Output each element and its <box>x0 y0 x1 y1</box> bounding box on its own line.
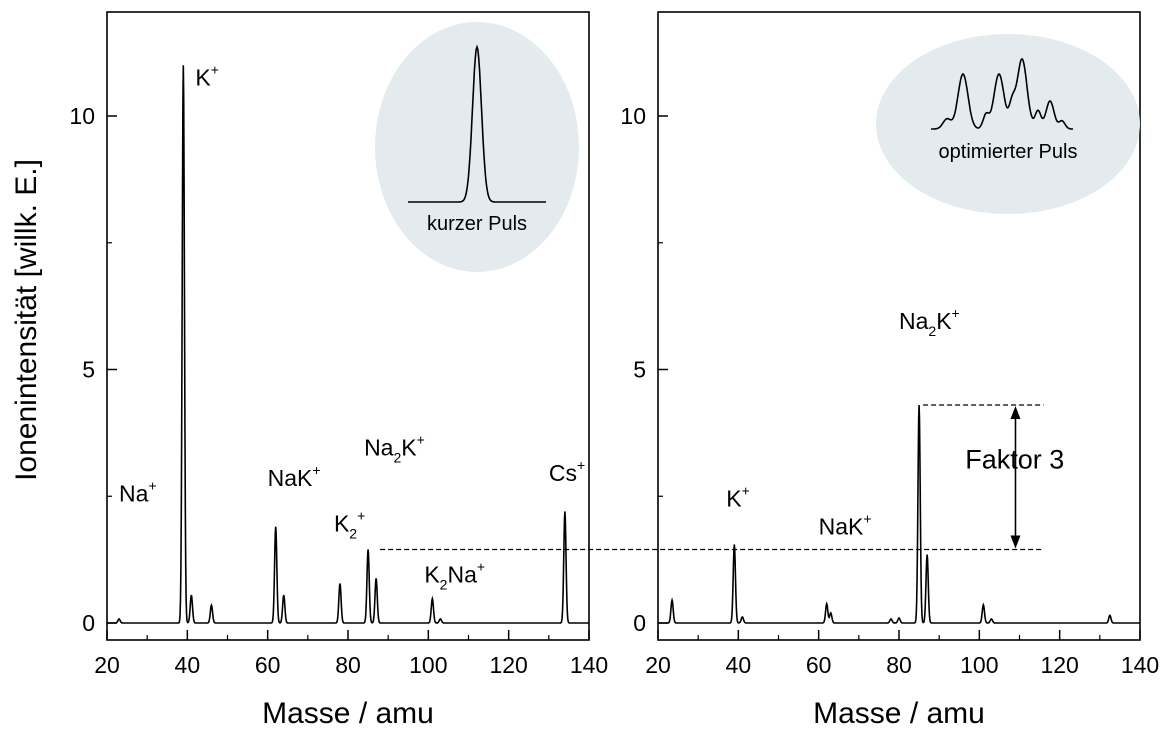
x-axis-title: Masse / amu <box>813 697 985 730</box>
x-tick-label: 120 <box>489 652 527 678</box>
pulse-inset: optimierter Puls <box>876 34 1140 214</box>
y-tick-label: 0 <box>82 610 95 636</box>
x-tick-label: 140 <box>1121 652 1159 678</box>
peak-label: NaK+ <box>819 510 872 539</box>
x-tick-label: 80 <box>886 652 912 678</box>
peak-label: K+ <box>726 482 750 511</box>
y-tick-label: 10 <box>620 103 646 129</box>
panel-left: 20 40 60 80 100 120 140 0 5 10 Masse / amu Na+ K+ NaK… <box>69 11 608 730</box>
x-tick-label: 20 <box>94 652 120 678</box>
spectrum-trace <box>658 404 1140 624</box>
panel-right: 20 40 60 80 100 120 140 0 5 10 Masse / amu K+ NaK+ Na… <box>620 11 1159 730</box>
x-tick-label: 40 <box>175 652 201 678</box>
x-tick-label: 80 <box>335 652 361 678</box>
peak-label: Na+ <box>119 477 157 506</box>
arrow-head-up <box>1010 405 1021 419</box>
peak-label: NaK+ <box>268 462 321 491</box>
peak-label: Na2K+ <box>364 432 425 466</box>
x-tick-label: 40 <box>726 652 752 678</box>
x-tick-label: 60 <box>806 652 832 678</box>
x-axis-title: Masse / amu <box>262 697 434 730</box>
pulse-inset: kurzer Puls <box>375 22 579 272</box>
x-tick-label: 100 <box>960 652 998 678</box>
peak-label: K2Na+ <box>424 558 485 592</box>
y-tick-label: 5 <box>633 357 646 383</box>
peak-label: K2+ <box>334 508 365 542</box>
y-tick-label: 0 <box>633 610 646 636</box>
pulse-shape <box>408 44 546 203</box>
x-tick-label: 140 <box>570 652 608 678</box>
peak-label: Cs+ <box>549 457 585 486</box>
x-tick-label: 20 <box>645 652 671 678</box>
peak-label: Na2K+ <box>899 305 960 339</box>
inset-label: kurzer Puls <box>427 213 527 235</box>
arrow-head-down <box>1010 535 1021 549</box>
peak-label: K+ <box>195 62 219 91</box>
x-tick-label: 120 <box>1040 652 1078 678</box>
inset-label: optimierter Puls <box>939 141 1078 163</box>
pulse-shape <box>931 57 1073 130</box>
spectrum-trace <box>107 65 589 624</box>
inset-ellipse <box>876 34 1140 214</box>
y-tick-label: 5 <box>82 357 95 383</box>
y-tick-label: 10 <box>69 103 95 129</box>
x-tick-label: 100 <box>409 652 447 678</box>
x-tick-label: 60 <box>255 652 281 678</box>
inset-ellipse <box>375 22 579 272</box>
y-axis-title: Ionenintensität [willk. E.] <box>10 159 43 481</box>
